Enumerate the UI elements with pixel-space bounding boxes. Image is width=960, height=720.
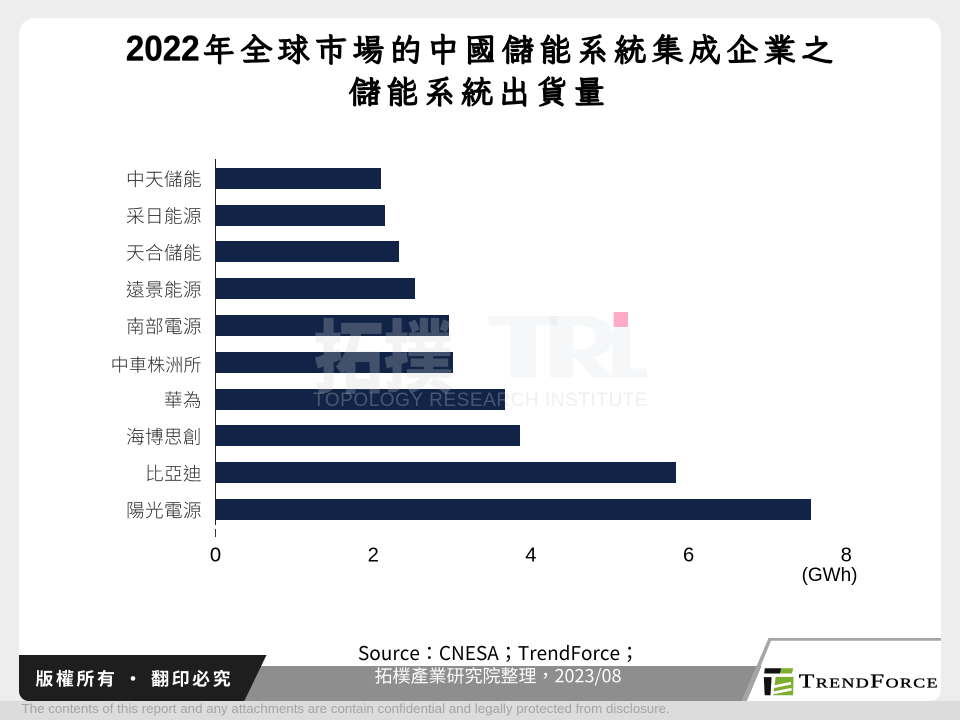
svg-text:6: 6: [683, 545, 694, 567]
svg-text:2: 2: [368, 545, 379, 567]
svg-text:4: 4: [525, 545, 536, 567]
svg-text:The contents of this report an: The contents of this report and any atta…: [22, 701, 670, 716]
svg-text:TrendForce: TrendForce: [799, 670, 939, 692]
svg-text:8: 8: [841, 545, 852, 567]
svg-text:TOPOLOGY RESEARCH INSTITUTE: TOPOLOGY RESEARCH INSTITUTE: [313, 390, 648, 411]
svg-text:0: 0: [210, 545, 221, 567]
svg-text:(GWh): (GWh): [802, 565, 858, 586]
